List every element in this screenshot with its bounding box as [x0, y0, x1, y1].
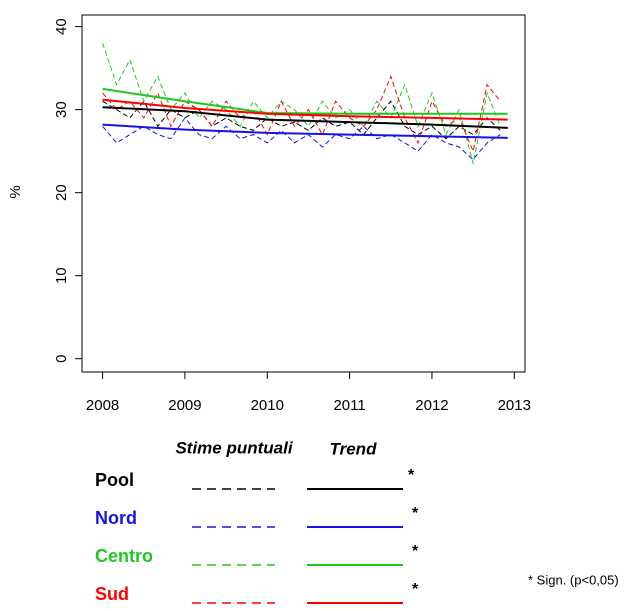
legend-label: Centro — [95, 546, 153, 566]
trend-line — [102, 106, 508, 129]
trend-line — [102, 87, 508, 115]
trend-line — [102, 123, 508, 139]
plot-frame — [81, 14, 526, 373]
legend-label: Nord — [95, 508, 137, 528]
legend-header: Stime puntuali — [175, 438, 293, 457]
y-tick-label: 40 — [53, 18, 70, 35]
x-tick-label: 2013 — [498, 397, 531, 414]
significance-marker: * — [412, 543, 419, 560]
data-line — [102, 100, 501, 140]
data-line — [102, 74, 501, 153]
x-tick-label: 2008 — [86, 397, 119, 414]
significance-marker: * — [412, 581, 419, 598]
x-tick-label: 2011 — [333, 397, 365, 414]
legend-header: Trend — [330, 439, 378, 458]
y-tick-label: 20 — [53, 184, 70, 201]
y-axis-label: % — [7, 185, 24, 198]
footnote: * Sign. (p<0,05) — [528, 572, 619, 587]
significance-marker: * — [412, 505, 419, 522]
legend-label: Pool — [95, 470, 134, 490]
data-line — [102, 43, 501, 164]
y-tick-label: 30 — [53, 101, 70, 118]
x-tick-label: 2009 — [168, 397, 201, 414]
legend-label: Sud — [95, 584, 129, 604]
trend-line — [102, 98, 508, 121]
x-tick-label: 2010 — [251, 397, 284, 414]
y-tick-label: 10 — [53, 267, 70, 284]
significance-marker: * — [408, 467, 415, 484]
y-tick-label: 0 — [53, 355, 70, 363]
x-tick-label: 2012 — [415, 397, 448, 414]
